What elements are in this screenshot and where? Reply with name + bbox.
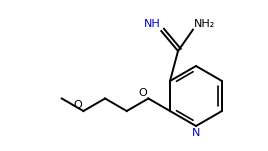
Text: O: O [139, 87, 147, 98]
Text: NH: NH [144, 19, 160, 29]
Text: NH₂: NH₂ [194, 19, 215, 29]
Text: N: N [192, 128, 200, 138]
Text: O: O [74, 100, 83, 110]
